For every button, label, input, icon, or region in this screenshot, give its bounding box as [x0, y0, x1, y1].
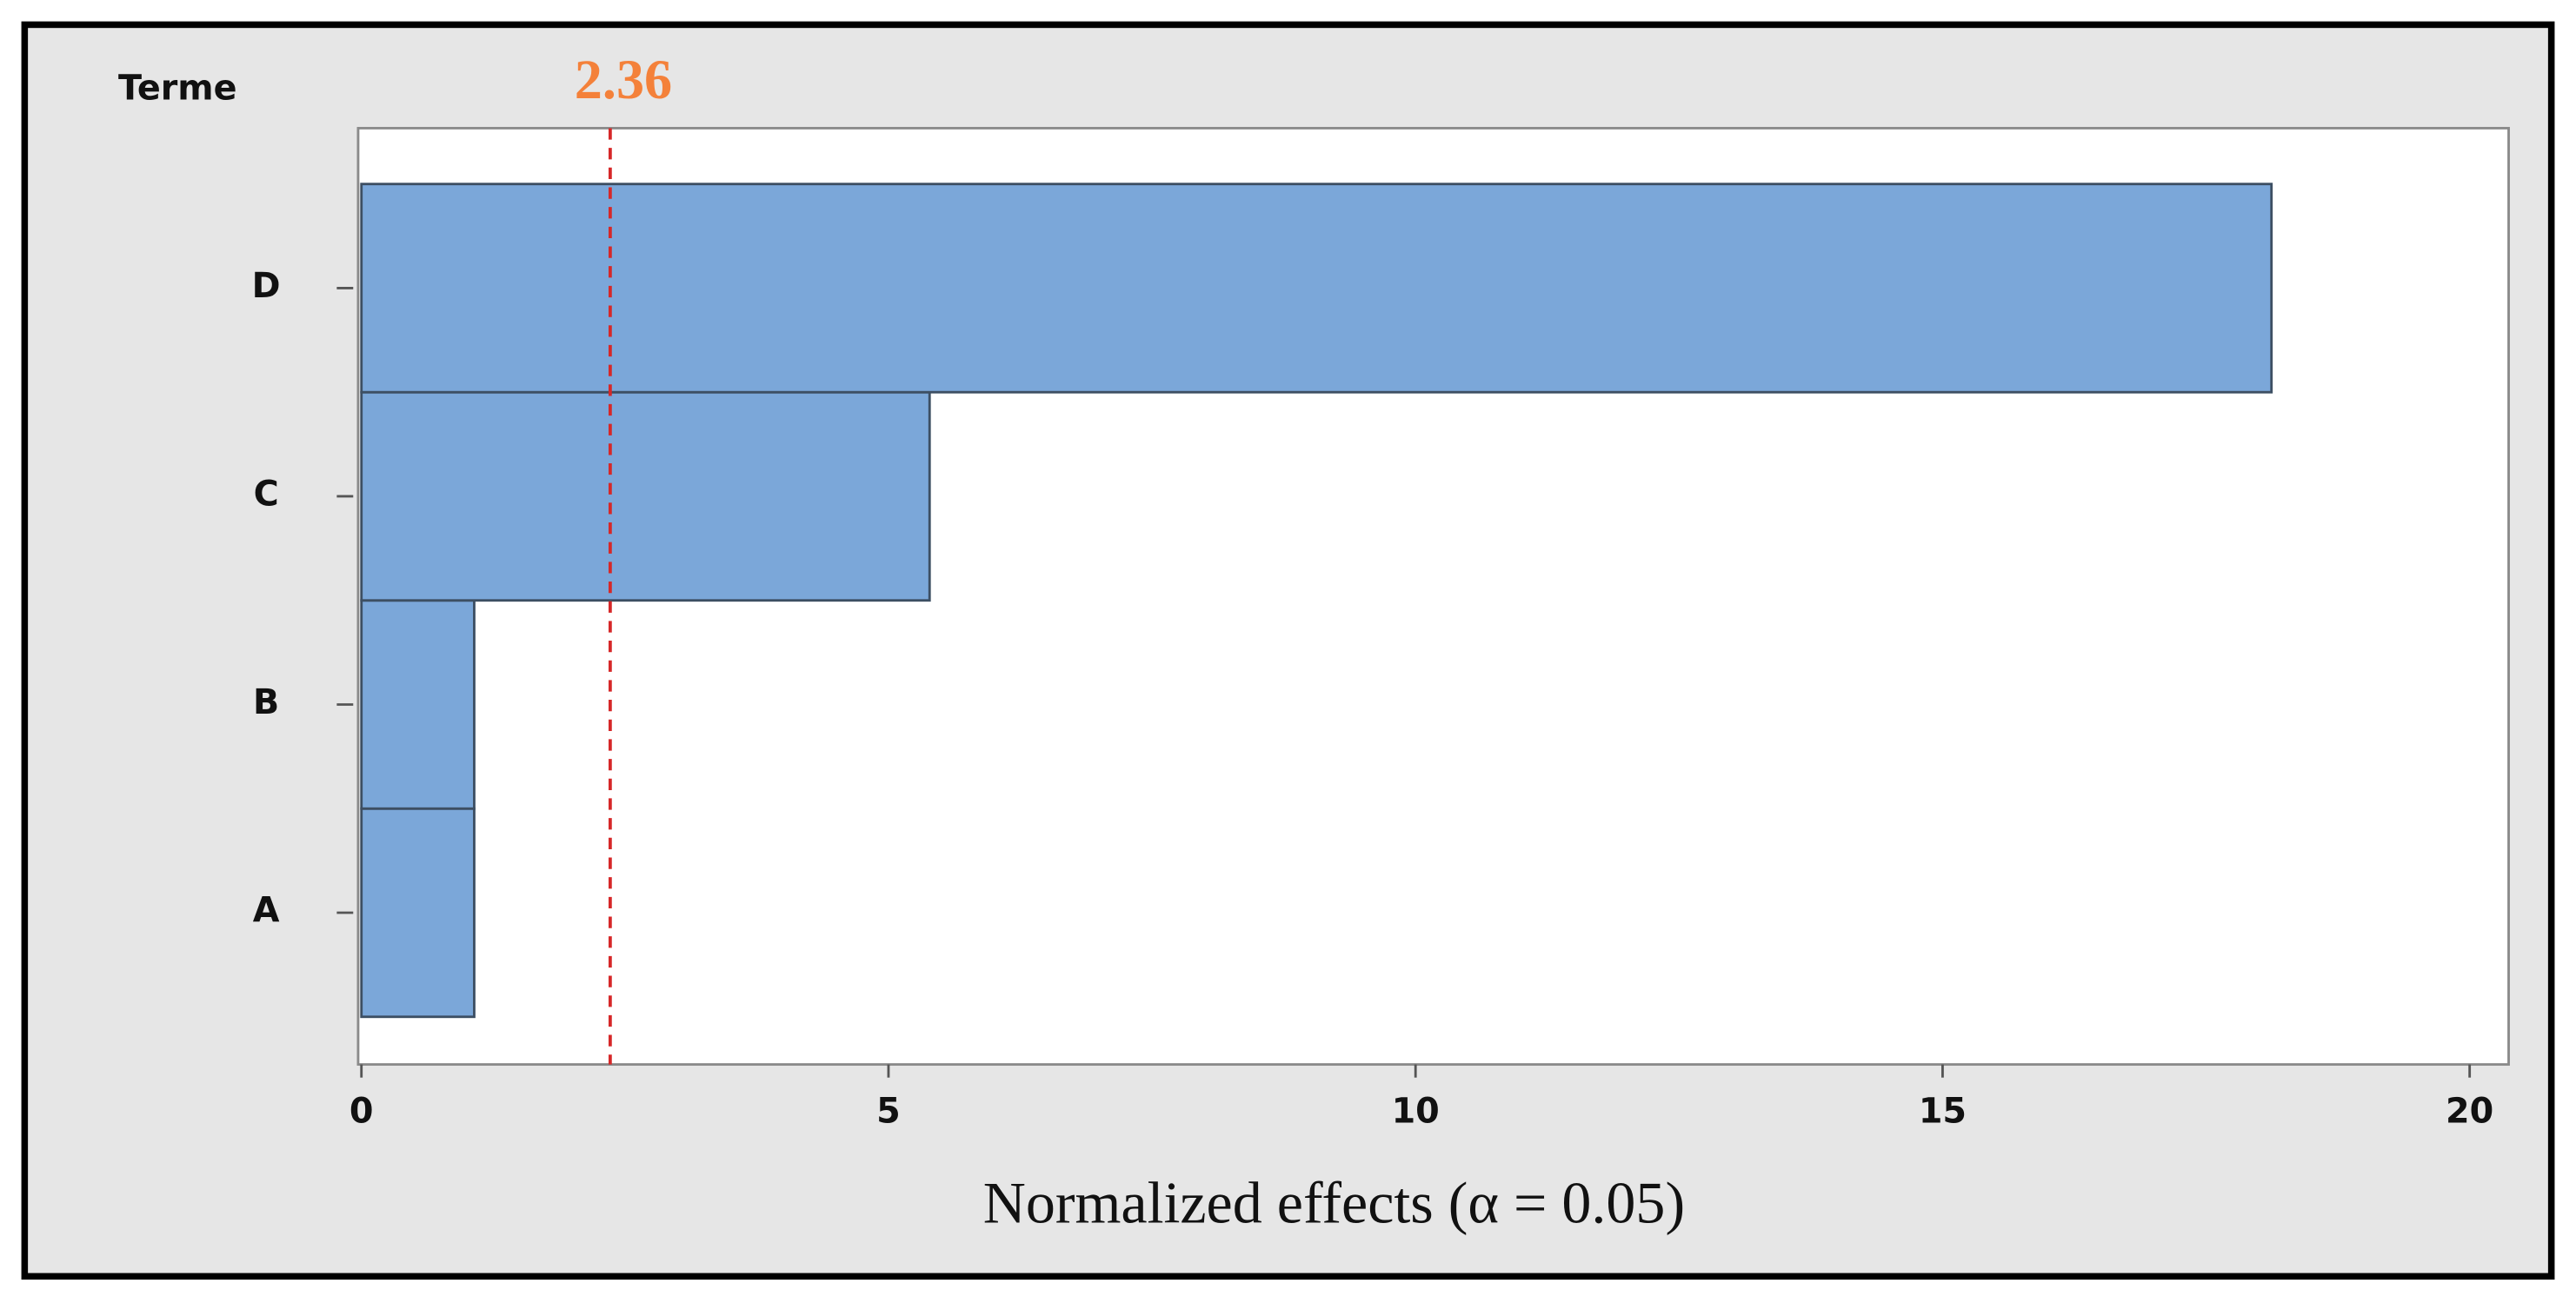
x-tick-label: 5 [876, 1092, 901, 1132]
y-tick-label: A [253, 891, 280, 931]
x-tick-label: 15 [1919, 1092, 1967, 1132]
x-axis-label: Normalized effects (α = 0.05) [983, 1169, 1685, 1235]
bar [360, 390, 931, 602]
bar [360, 807, 476, 1019]
y-axis-title: Terme [118, 68, 237, 108]
x-tick-label: 10 [1392, 1092, 1440, 1132]
reference-label: 2.36 [575, 49, 672, 110]
x-tick-label: 0 [349, 1092, 374, 1132]
y-tick-label: B [253, 682, 279, 722]
x-tick-label: 20 [2446, 1092, 2493, 1132]
y-tick-label: C [254, 474, 279, 514]
y-tick-label: D [252, 266, 281, 306]
bar [360, 183, 2273, 394]
bar [360, 599, 476, 810]
